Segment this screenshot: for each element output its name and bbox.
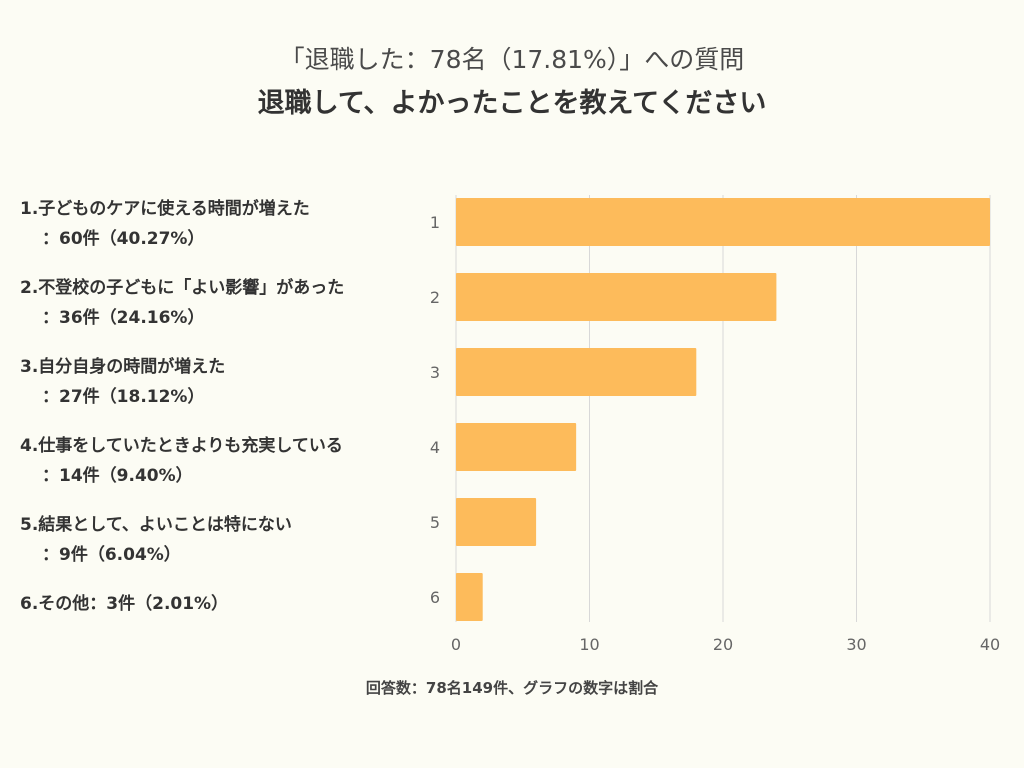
- category-label-2-name: 2.不登校の子どもに「よい影響」があった: [20, 278, 345, 298]
- category-label-5: 5.結果として、よいことは特にない ：9件（6.04%）: [20, 510, 440, 570]
- bar-6: [456, 573, 483, 621]
- chart-subtitle: 「退職した：78名（17.81%）」への質問: [279, 45, 745, 74]
- y-tick-label-4: 4: [430, 438, 440, 457]
- category-label-5-count: ：9件（6.04%）: [42, 545, 181, 565]
- x-tick-label-0: 0: [451, 635, 461, 654]
- y-tick-label-1: 1: [430, 213, 440, 232]
- x-tick-label-30: 30: [846, 635, 866, 654]
- y-tick-label-3: 3: [430, 363, 440, 382]
- bar-5: [456, 498, 537, 546]
- y-tick-label-6: 6: [430, 588, 440, 607]
- category-label-2-count: ：36件（24.16%）: [42, 308, 205, 328]
- bar-2: [456, 273, 777, 321]
- bar-chart: 0 10 20 30 40 1 2 3 4 5 6: [430, 195, 1000, 654]
- bar-1: [456, 198, 990, 246]
- title-block: 「退職した：78名（17.81%）」への質問 退職して、よかったことを教えてくだ…: [0, 38, 1024, 126]
- category-label-3-name: 3.自分自身の時間が増えた: [20, 357, 226, 377]
- category-label-6: 6.その他：3件（2.01%）: [20, 589, 440, 619]
- x-tick-label-10: 10: [579, 635, 599, 654]
- category-label-2: 2.不登校の子どもに「よい影響」があった ：36件（24.16%）: [20, 273, 440, 333]
- chart-title: 退職して、よかったことを教えてください: [257, 88, 767, 119]
- category-label-4: 4.仕事をしていたときよりも充実している ：14件（9.40%）: [20, 431, 440, 491]
- category-label-4-name: 4.仕事をしていたときよりも充実している: [20, 436, 343, 456]
- category-label-1-name: 1.子どものケアに使える時間が増えた: [20, 199, 310, 219]
- category-label-3-count: ：27件（18.12%）: [42, 387, 205, 407]
- y-tick-label-5: 5: [430, 513, 440, 532]
- category-label-4-count: ：14件（9.40%）: [42, 466, 193, 486]
- x-tick-label-40: 40: [980, 635, 1000, 654]
- category-label-5-name: 5.結果として、よいことは特にない: [20, 515, 292, 535]
- bar-4: [456, 423, 577, 471]
- x-tick-label-20: 20: [713, 635, 733, 654]
- category-label-1: 1.子どものケアに使える時間が増えた ：60件（40.27%）: [20, 194, 440, 254]
- category-label-3: 3.自分自身の時間が増えた ：27件（18.12%）: [20, 352, 440, 412]
- category-label-1-count: ：60件（40.27%）: [42, 229, 205, 249]
- y-tick-label-2: 2: [430, 288, 440, 307]
- footer-note: 回答数：78名149件、グラフの数字は割合: [365, 679, 659, 697]
- bar-3: [456, 348, 697, 396]
- category-label-6-name: 6.その他：3件（2.01%）: [20, 594, 229, 614]
